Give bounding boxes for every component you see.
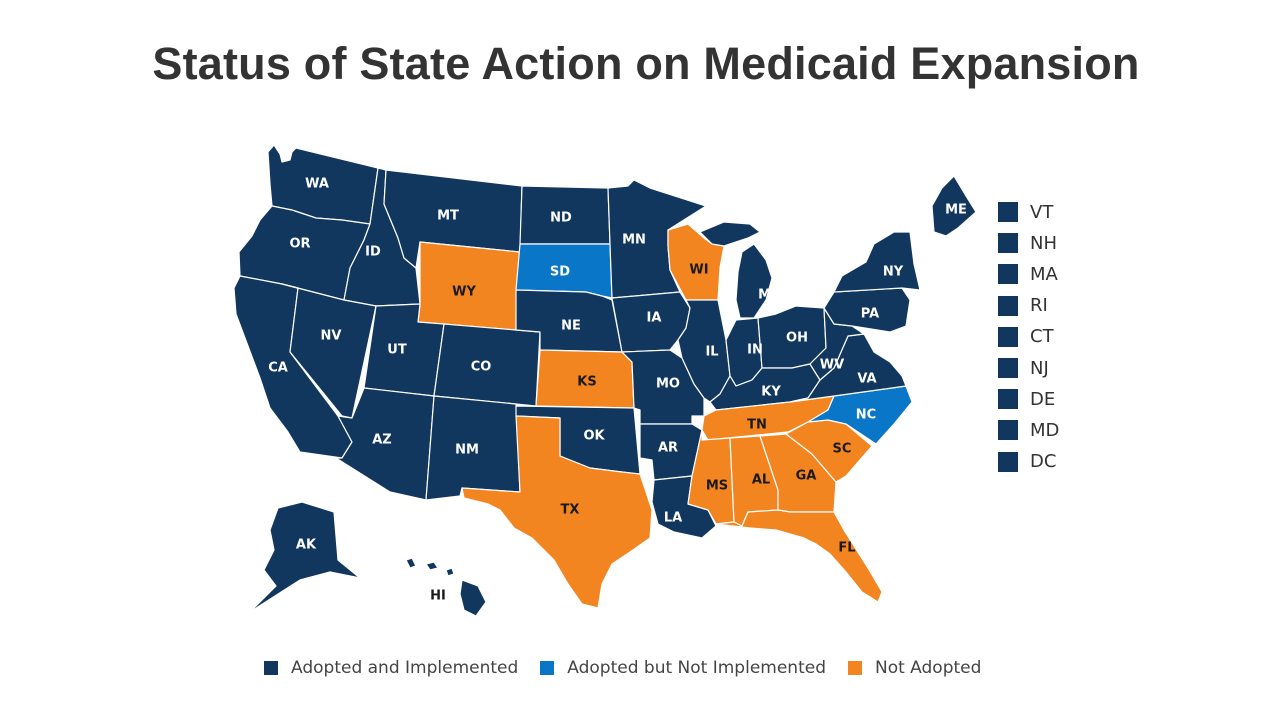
small-state-ct: CT [998, 326, 1078, 348]
small-state-swatch [998, 233, 1018, 254]
state-label-wi: WI [689, 263, 708, 278]
state-label-or: OR [289, 237, 310, 252]
state-label-mt: MT [437, 209, 459, 224]
small-state-label: MD [1030, 419, 1060, 441]
state-label-ar: AR [658, 441, 678, 456]
state-label-il: IL [705, 345, 718, 360]
small-state-label: RI [1030, 295, 1048, 317]
small-state-nh: NH [998, 232, 1078, 254]
state-label-mo: MO [656, 377, 680, 392]
state-label-tx: TX [561, 503, 580, 518]
state-label-nm: NM [455, 443, 479, 458]
state-nc[interactable] [807, 385, 913, 445]
small-state-vt: VT [998, 201, 1078, 223]
small-state-label: NH [1030, 232, 1057, 254]
small-state-label: VT [1030, 201, 1054, 223]
state-label-wv: WV [820, 358, 844, 373]
state-label-az: AZ [372, 433, 392, 448]
state-ak[interactable] [249, 501, 361, 613]
state-label-ks: KS [577, 375, 596, 390]
legend-item-adopted-not-implemented: Adopted but Not Implemented [540, 658, 826, 678]
state-label-pa: PA [861, 307, 879, 322]
legend-label-adopted-not-implemented: Adopted but Not Implemented [567, 658, 826, 678]
small-state-nj: NJ [998, 357, 1078, 379]
state-label-ne: NE [561, 319, 581, 334]
state-label-ok: OK [583, 429, 605, 444]
state-label-nv: NV [321, 329, 342, 344]
state-label-mi: MI [758, 288, 776, 303]
state-label-ga: GA [796, 469, 817, 484]
state-label-sc: SC [833, 442, 852, 457]
small-state-swatch [998, 202, 1018, 222]
state-label-sd: SD [550, 265, 570, 280]
state-label-al: AL [752, 473, 770, 488]
small-state-swatch [998, 264, 1018, 285]
legend-item-not-adopted: Not Adopted [848, 658, 981, 678]
us-medicaid-map: WA OR CA ID NV MT WY UT CO AZ NM ND SD NE KS OK TX MN IA MO… [233, 144, 977, 617]
small-state-swatch [998, 295, 1018, 316]
small-state-de: DE [998, 388, 1078, 410]
small-state-label: DC [1030, 451, 1057, 473]
state-label-fl: FL [838, 541, 855, 556]
small-state-swatch [998, 451, 1018, 472]
legend-label-adopted-implemented: Adopted and Implemented [291, 658, 519, 678]
map-legend: Adopted and Implemented Adopted but Not … [264, 656, 1003, 680]
small-state-label: NJ [1030, 357, 1049, 379]
state-label-oh: OH [786, 331, 808, 346]
legend-swatch-not-adopted [848, 661, 862, 675]
legend-swatch-adopted-implemented [264, 661, 278, 675]
state-shapes [233, 144, 977, 617]
small-state-swatch [998, 389, 1018, 410]
page-title: Status of State Action on Medicaid Expan… [152, 38, 1140, 89]
state-label-id: ID [365, 245, 381, 260]
state-ny[interactable] [833, 231, 921, 293]
small-state-ri: RI [998, 295, 1078, 317]
state-label-tn: TN [747, 418, 767, 433]
small-state-label: MA [1030, 263, 1058, 285]
state-label-wa: WA [305, 177, 329, 192]
state-wi[interactable] [667, 223, 725, 301]
state-label-ms: MS [706, 479, 728, 494]
state-label-in: IN [747, 343, 763, 358]
legend-swatch-adopted-not-implemented [540, 661, 555, 675]
small-state-md: MD [998, 419, 1078, 441]
small-state-dc: DC [998, 451, 1078, 473]
state-label-la: LA [664, 511, 682, 526]
state-label-ia: IA [647, 311, 662, 326]
state-label-ny: NY [883, 265, 904, 280]
state-hi[interactable] [405, 557, 487, 617]
state-me[interactable] [931, 175, 977, 237]
state-label-nc: NC [856, 408, 876, 423]
state-label-mn: MN [622, 233, 646, 248]
state-label-va: VA [857, 372, 876, 387]
small-state-swatch [998, 420, 1018, 441]
legend-item-adopted-implemented: Adopted and Implemented [264, 658, 518, 678]
small-state-label: DE [1030, 388, 1056, 410]
state-label-hi: HI [430, 589, 446, 604]
legend-label-not-adopted: Not Adopted [875, 658, 982, 678]
state-label-ca: CA [268, 361, 288, 376]
state-fl[interactable] [715, 509, 883, 603]
state-mi[interactable] [699, 221, 773, 319]
state-label-nd: ND [550, 211, 572, 226]
state-va[interactable] [789, 333, 907, 403]
state-label-ak: AK [296, 538, 317, 553]
state-label-wy: WY [452, 285, 476, 300]
small-state-label: CT [1030, 326, 1054, 348]
small-state-ma: MA [998, 263, 1078, 285]
state-labels: WA OR CA ID NV MT WY UT CO AZ NM ND SD NE KS OK TX MN IA MO… [268, 177, 967, 604]
state-label-co: CO [471, 360, 492, 375]
state-label-ut: UT [387, 343, 407, 358]
state-label-me: ME [945, 203, 967, 218]
state-tx[interactable] [461, 415, 653, 609]
small-state-swatch [998, 358, 1018, 378]
small-state-swatch [998, 326, 1018, 347]
state-co[interactable] [433, 323, 541, 407]
state-label-ky: KY [761, 385, 781, 400]
